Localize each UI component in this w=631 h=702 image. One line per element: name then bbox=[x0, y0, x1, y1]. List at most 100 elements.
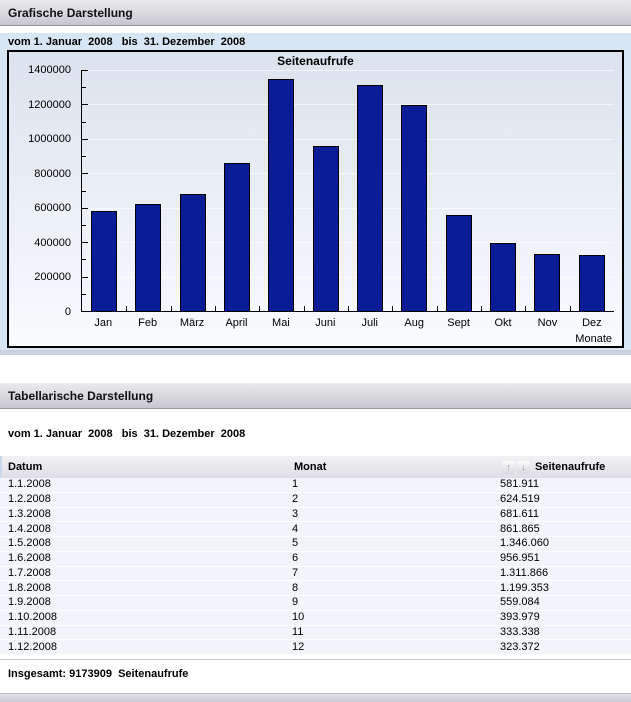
y-axis-tick-label: 1400000 bbox=[28, 64, 71, 76]
column-header-datum: Datum bbox=[8, 461, 43, 473]
chart-bar bbox=[268, 79, 295, 311]
y-axis-tick-label: 0 bbox=[64, 306, 71, 318]
table-row: 1.9.2008 9 559.084 bbox=[0, 596, 631, 611]
gridline bbox=[82, 173, 614, 175]
table-cell-monat: 7 bbox=[292, 566, 299, 579]
y-axis-tick-label: 600000 bbox=[34, 202, 71, 215]
gridline bbox=[82, 70, 614, 71]
table-cell-monat: 4 bbox=[292, 522, 299, 535]
x-axis-tick-label: Aug bbox=[404, 317, 424, 329]
sort-descending-button[interactable]: ↓ bbox=[517, 460, 530, 474]
bar-slot bbox=[215, 70, 259, 311]
table-row: 1.12.2008 12 323.372 bbox=[0, 640, 631, 655]
bar-slot bbox=[481, 70, 525, 311]
bar-slot bbox=[570, 70, 614, 311]
graph-section-header: Grafische Darstellung bbox=[0, 0, 631, 26]
table-cell-monat: 3 bbox=[292, 507, 299, 520]
x-axis-boundary-tick bbox=[392, 306, 394, 311]
total-row: Insgesamt: 9173909 Seitenaufrufe bbox=[0, 659, 631, 680]
x-axis-boundary-tick bbox=[170, 306, 172, 311]
y-axis-major-tick bbox=[82, 173, 88, 175]
sort-ascending-button[interactable]: ↑ bbox=[502, 460, 515, 474]
table-cell-datum: 1.12.2008 bbox=[8, 640, 57, 653]
table-cell-datum: 1.7.2008 bbox=[8, 566, 51, 579]
table-cell-seitenaufrufe: 1.346.060 bbox=[500, 537, 549, 550]
table-section-header: Tabellarische Darstellung bbox=[0, 383, 631, 409]
table-cell-seitenaufrufe: 393.979 bbox=[500, 611, 540, 624]
x-axis-tick-label: April bbox=[225, 317, 248, 329]
table-cell-seitenaufrufe: 956.951 bbox=[500, 552, 540, 565]
table-row: 1.10.2008 10 393.979 bbox=[0, 610, 631, 626]
column-header-monat: Monat bbox=[294, 461, 327, 473]
table-cell-datum: 1.4.2008 bbox=[8, 522, 51, 535]
chart-bar bbox=[534, 253, 561, 311]
table-cell-datum: 1.11.2008 bbox=[8, 625, 57, 638]
chart-title: Seitenaufrufe bbox=[277, 54, 354, 68]
gridline bbox=[82, 242, 614, 244]
table-body: 1.1.2008 1 581.911 1.2.2008 2 624.519 1.3.2008… bbox=[0, 478, 631, 655]
table-cell-seitenaufrufe: 559.084 bbox=[500, 596, 540, 609]
x-axis-boundary-tick bbox=[303, 306, 305, 311]
table-cell-monat: 6 bbox=[292, 552, 299, 565]
table-cell-seitenaufrufe: 581.911 bbox=[500, 478, 539, 491]
table-row: 1.11.2008 11 333.338 bbox=[0, 625, 631, 641]
x-axis-boundary-tick bbox=[436, 306, 438, 311]
chart-bar bbox=[445, 214, 472, 311]
table-cell-monat: 11 bbox=[292, 625, 304, 638]
x-axis-tick-label: Nov bbox=[537, 317, 558, 329]
x-axis-tick-label: Jan bbox=[94, 317, 113, 329]
y-axis-minor-tick bbox=[82, 87, 86, 89]
y-axis-tick-label: 400000 bbox=[34, 236, 71, 249]
bar-slot bbox=[525, 70, 569, 311]
table-row: 1.2.2008 2 624.519 bbox=[0, 492, 631, 508]
y-axis-minor-tick bbox=[82, 190, 86, 192]
x-axis-tick-label: März bbox=[179, 317, 205, 329]
table-cell-seitenaufrufe: 861.865 bbox=[500, 522, 540, 535]
table-header-row: Datum Monat ↑ ↓ Seitenaufrufe bbox=[0, 456, 631, 478]
table-cell-monat: 10 bbox=[292, 611, 305, 624]
y-axis-minor-tick bbox=[82, 121, 86, 123]
x-axis-boundary-tick bbox=[259, 306, 261, 311]
y-axis-minor-tick bbox=[82, 156, 86, 158]
y-axis-tick-label: 1000000 bbox=[28, 133, 71, 146]
table-cell-datum: 1.9.2008 bbox=[8, 596, 51, 609]
table-cell-monat: 2 bbox=[292, 493, 299, 506]
x-axis-labels: Jan Feb März April Mai Juni Juli Aug Sept Okt Nov D… bbox=[81, 317, 614, 332]
table-row: 1.6.2008 6 956.951 bbox=[0, 551, 631, 567]
bar-slot bbox=[304, 70, 348, 311]
chart-panel: Seitenaufrufe 0 200000 400000 600000 800000 1… bbox=[7, 50, 624, 348]
x-axis-boundary-tick bbox=[569, 306, 571, 311]
x-axis-boundary-tick bbox=[348, 306, 349, 311]
chart-bar bbox=[490, 243, 517, 311]
chart-bar bbox=[312, 146, 339, 311]
x-axis-boundary-tick bbox=[525, 306, 527, 311]
chart-bar bbox=[224, 162, 251, 311]
bar-slot bbox=[126, 70, 170, 311]
bars-layer bbox=[82, 70, 614, 311]
x-axis-boundary-tick bbox=[126, 306, 128, 311]
x-axis-tick-label: Feb bbox=[138, 317, 158, 329]
table-cell-monat: 9 bbox=[292, 596, 299, 609]
table-cell-seitenaufrufe: 1.199.353 bbox=[500, 581, 549, 594]
gridline bbox=[82, 104, 614, 106]
table-row: 1.7.2008 7 1.311.866 bbox=[0, 566, 631, 582]
table-cell-seitenaufrufe: 1.311.866 bbox=[500, 566, 549, 579]
y-axis-major-tick bbox=[82, 276, 88, 278]
y-axis-major-tick bbox=[82, 70, 88, 71]
bar-slot bbox=[437, 70, 481, 311]
table-cell-datum: 1.5.2008 bbox=[8, 537, 51, 550]
y-axis-major-tick bbox=[82, 207, 88, 209]
bar-slot bbox=[259, 70, 303, 311]
graph-section: vom 1. Januar 2008 bis 31. Dezember 2008… bbox=[0, 33, 631, 350]
y-axis-tick-label: 200000 bbox=[34, 271, 71, 284]
table-cell-datum: 1.6.2008 bbox=[8, 552, 51, 565]
table-cell-monat: 5 bbox=[292, 537, 299, 550]
table-cell-monat: 1 bbox=[292, 478, 299, 491]
y-axis-labels: 0 200000 400000 600000 800000 1000000 1200000 1… bbox=[9, 64, 75, 318]
table-cell-monat: 8 bbox=[292, 581, 299, 594]
bar-slot bbox=[392, 70, 436, 311]
y-axis-major-tick bbox=[82, 104, 88, 106]
column-header-seitenaufrufe-label: Seitenaufrufe bbox=[535, 461, 606, 473]
x-axis-tick-label: Sept bbox=[447, 317, 470, 329]
table-cell-seitenaufrufe: 681.611 bbox=[500, 507, 539, 520]
